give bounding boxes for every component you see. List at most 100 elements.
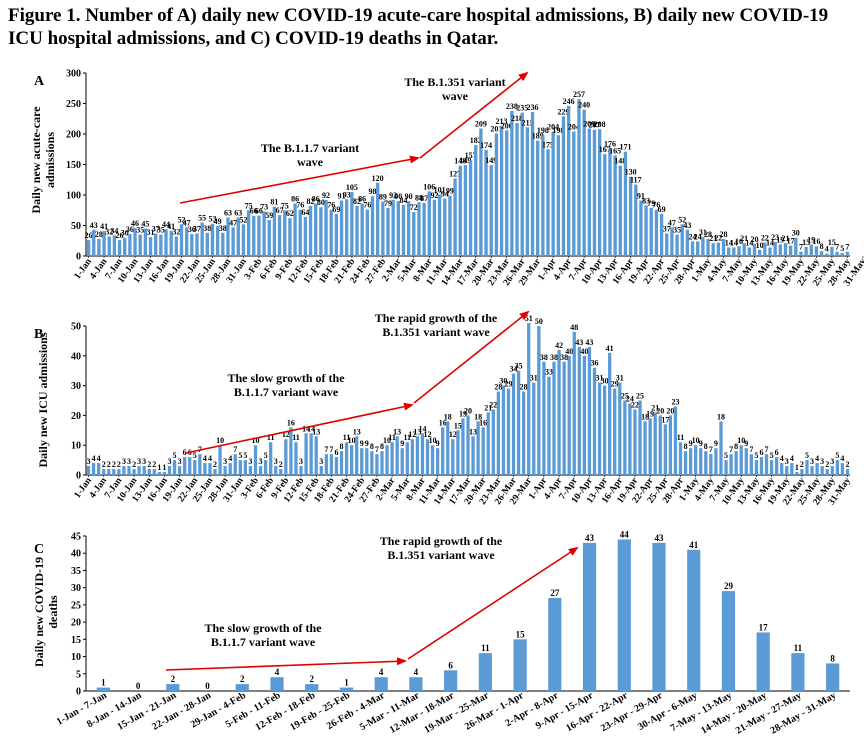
- data-label: 41: [689, 540, 699, 550]
- data-label: 148: [454, 157, 466, 166]
- data-label: 76: [327, 201, 335, 210]
- data-label: 30: [792, 229, 800, 238]
- bar: [446, 421, 450, 475]
- data-label: 3: [785, 457, 789, 466]
- data-label: 35: [515, 362, 523, 371]
- data-label: 53: [208, 215, 216, 224]
- bar: [721, 238, 726, 256]
- bar: [122, 466, 126, 475]
- bar: [226, 217, 230, 256]
- data-label: 41: [100, 222, 108, 231]
- bar: [742, 243, 746, 256]
- data-label: 59: [265, 211, 273, 220]
- bar: [355, 436, 359, 475]
- bar: [96, 687, 110, 691]
- bar: [324, 454, 328, 475]
- bar: [536, 140, 540, 256]
- data-label: 3: [810, 457, 814, 466]
- bar: [208, 463, 212, 475]
- y-tick-label: 250: [66, 99, 81, 110]
- bar: [613, 155, 617, 256]
- bar: [289, 427, 293, 475]
- bar: [195, 233, 199, 256]
- bar: [759, 457, 764, 475]
- data-label: 24: [694, 232, 702, 241]
- data-label: 10: [216, 436, 224, 445]
- bar: [127, 466, 131, 475]
- data-label: 30: [121, 229, 129, 238]
- data-label: 24: [689, 232, 697, 241]
- bar: [272, 206, 277, 256]
- bar: [375, 454, 379, 475]
- bar: [675, 234, 679, 256]
- data-label: 5: [243, 451, 247, 460]
- bar: [724, 460, 728, 475]
- bar: [648, 418, 652, 475]
- bar: [706, 238, 710, 256]
- y-axis-title: Daily new COVID-19deaths: [32, 557, 60, 667]
- bar: [638, 400, 642, 475]
- data-label: 63: [234, 209, 242, 218]
- bar: [532, 382, 536, 475]
- data-label: 37: [193, 224, 201, 233]
- bar: [112, 469, 116, 475]
- bar: [298, 209, 302, 256]
- bar: [747, 247, 752, 256]
- bar: [608, 148, 612, 256]
- data-label: 14: [418, 424, 426, 433]
- bar: [618, 382, 622, 475]
- data-label: 43: [585, 338, 593, 347]
- data-label: 47: [183, 218, 191, 227]
- bar: [840, 463, 845, 475]
- data-label: 38: [560, 353, 568, 362]
- data-label: 238: [506, 102, 518, 111]
- data-label: 46: [131, 219, 139, 228]
- data-label: 37: [663, 224, 671, 233]
- bar: [845, 251, 850, 256]
- bar: [659, 213, 664, 256]
- bar: [252, 215, 256, 256]
- bar: [86, 466, 91, 475]
- bar: [658, 415, 662, 475]
- data-label: 2: [152, 460, 156, 469]
- bar: [737, 246, 741, 256]
- y-tick-label: 40: [71, 351, 81, 362]
- data-label: 29: [724, 581, 734, 591]
- data-label: 64: [301, 208, 309, 217]
- data-label: 42: [555, 341, 563, 350]
- bar: [537, 326, 541, 475]
- data-label: 23: [671, 397, 679, 406]
- data-label: 73: [260, 202, 268, 211]
- data-label: 11: [404, 433, 412, 442]
- bar: [510, 110, 514, 256]
- bar: [437, 194, 442, 256]
- bar: [283, 210, 287, 256]
- bar: [432, 199, 437, 256]
- bar: [653, 412, 657, 475]
- bar: [805, 460, 809, 475]
- data-label: 130: [625, 168, 637, 177]
- data-label: 10: [251, 436, 259, 445]
- bar: [663, 424, 667, 475]
- data-label: 6: [183, 448, 187, 457]
- data-label: 32: [105, 227, 113, 236]
- bar: [794, 237, 798, 256]
- data-label: 7: [765, 445, 769, 454]
- data-label: 11: [388, 433, 396, 442]
- bar: [451, 439, 455, 475]
- data-label: 44: [620, 529, 630, 539]
- bar: [714, 448, 718, 475]
- annotation-text: The B.1.351 variant wave: [404, 75, 505, 103]
- data-label: 2: [171, 674, 176, 684]
- bar: [137, 466, 141, 475]
- bar: [773, 241, 777, 256]
- bar: [826, 663, 840, 691]
- bar: [774, 457, 779, 475]
- data-label: 19: [646, 409, 654, 418]
- panel-label: A: [34, 74, 45, 89]
- bar: [840, 252, 844, 256]
- bar: [809, 244, 813, 256]
- data-label: 20: [666, 406, 674, 415]
- data-label: 7: [729, 445, 733, 454]
- bar: [649, 207, 653, 256]
